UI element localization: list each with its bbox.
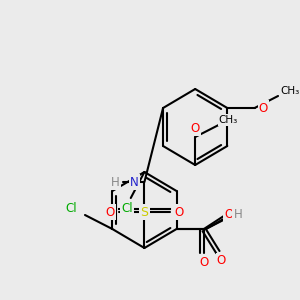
Text: H: H <box>111 176 119 188</box>
Text: O: O <box>217 254 226 268</box>
Text: N: N <box>130 176 139 188</box>
Text: O: O <box>259 101 268 115</box>
Text: H: H <box>234 208 242 221</box>
Text: O: O <box>199 256 208 268</box>
Text: S: S <box>140 206 148 218</box>
Text: H: H <box>236 206 244 220</box>
Text: Cl: Cl <box>121 202 133 215</box>
Text: O: O <box>225 208 234 220</box>
Text: O: O <box>106 206 115 218</box>
Text: Cl: Cl <box>65 202 77 215</box>
Text: O: O <box>174 206 183 218</box>
Text: CH₃: CH₃ <box>280 86 299 96</box>
Text: O: O <box>190 122 200 134</box>
Text: CH₃: CH₃ <box>219 115 238 125</box>
